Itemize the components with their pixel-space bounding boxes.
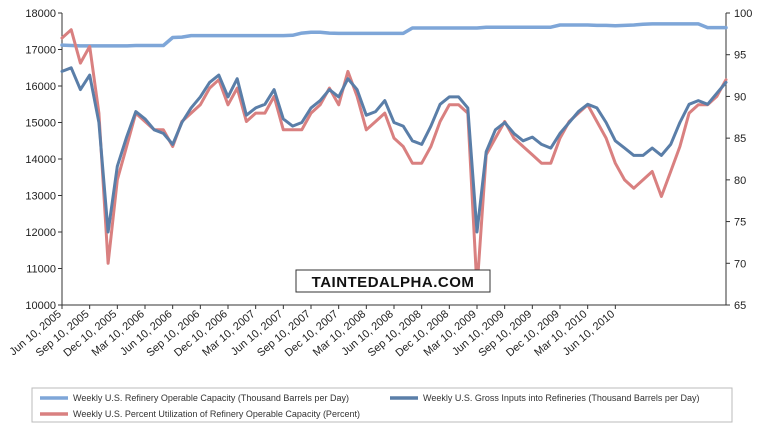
left-tick-label: 15000	[25, 118, 56, 130]
left-tick-label: 18000	[25, 8, 56, 20]
right-tick-label: 75	[734, 217, 746, 229]
left-tick-label: 10000	[25, 300, 56, 312]
watermark-text: TAINTEDALPHA.COM	[312, 274, 475, 291]
gross-inputs-line	[60, 66, 728, 234]
capacity-line	[60, 22, 728, 48]
left-tick-label: 11000	[26, 264, 56, 276]
legend-label: Weekly U.S. Percent Utilization of Refin…	[73, 409, 360, 419]
right-tick-label: 100	[734, 8, 752, 20]
left-tick-label: 16000	[25, 81, 56, 93]
left-tick-label: 14000	[25, 154, 56, 166]
right-tick-label: 80	[734, 175, 746, 187]
right-tick-label: 65	[734, 300, 746, 312]
right-tick-label: 70	[734, 258, 746, 270]
legend: Weekly U.S. Refinery Operable Capacity (…	[31, 387, 733, 423]
watermark: TAINTEDALPHA.COM	[295, 269, 491, 293]
right-tick-label: 90	[734, 91, 746, 103]
watermark-box	[295, 269, 491, 293]
right-tick-label: 85	[734, 133, 746, 145]
legend-label: Weekly U.S. Gross Inputs into Refineries…	[423, 393, 699, 403]
left-axis-ticks: 10000 11000 12000 13000 14000 15000 16000 17000…	[25, 8, 62, 312]
legend-box	[31, 387, 733, 423]
right-tick-label: 95	[734, 50, 746, 62]
legend-label: Weekly U.S. Refinery Operable Capacity (…	[73, 393, 349, 403]
left-tick-label: 13000	[25, 191, 56, 203]
right-axis-ticks: 65 70 75 80 85 90 95 100	[726, 8, 752, 312]
left-tick-label: 17000	[25, 45, 56, 57]
utilization-line	[60, 28, 728, 290]
series-lines	[60, 22, 728, 290]
left-tick-label: 12000	[25, 227, 56, 239]
